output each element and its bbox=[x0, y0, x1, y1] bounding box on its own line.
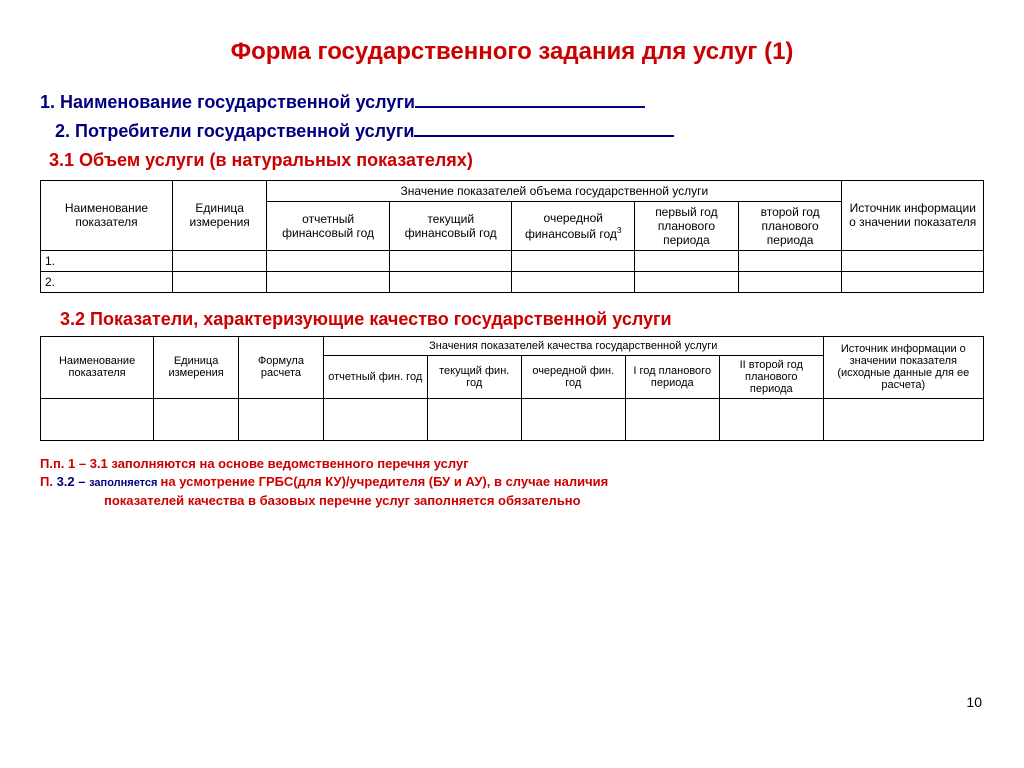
t1-h-col1: Наименование показателя bbox=[41, 180, 173, 250]
t1-h-col8: Источник информации о значении показател… bbox=[842, 180, 984, 250]
fn2-tail2: показателей качества в базовых перечне у… bbox=[104, 493, 581, 508]
t2-h-sub-0: отчетный фин. год bbox=[323, 355, 427, 398]
t1-r0-c7 bbox=[842, 250, 984, 271]
t1-r0-c4 bbox=[512, 250, 635, 271]
t2-h-col9: Источник информации о значении показател… bbox=[823, 336, 983, 398]
t1-r1-c6 bbox=[738, 271, 842, 292]
line-1-label: 1. Наименование государственной услуги bbox=[40, 92, 415, 112]
section-3-2-heading: 3.2 Показатели, характеризующие качество… bbox=[60, 309, 984, 330]
line-3-1: 3.1 Объем услуги (в натуральных показате… bbox=[40, 148, 984, 173]
t1-r1-c7 bbox=[842, 271, 984, 292]
fn2-tail1: на усмотрение ГРБС(для КУ)/учредителя (Б… bbox=[161, 474, 609, 489]
fn2-sec: 3.2 – bbox=[57, 474, 90, 489]
page-root: Форма государственного задания для услуг… bbox=[0, 0, 1024, 768]
t1-r1-c3 bbox=[389, 271, 512, 292]
t1-h-sub-3: первый год планового периода bbox=[635, 201, 739, 250]
table-volume: Наименование показателя Единица измерени… bbox=[40, 180, 984, 293]
t1-r1-c5 bbox=[635, 271, 739, 292]
t2-r0-c0 bbox=[41, 398, 154, 440]
table-quality: Наименование показателя Единица измерени… bbox=[40, 336, 984, 441]
line-1-blank bbox=[415, 92, 645, 108]
t1-h-sub-4: второй год планового периода bbox=[738, 201, 842, 250]
t1-h-sub-2: очередной финансовый год3 bbox=[512, 201, 635, 250]
t2-r0-c2 bbox=[239, 398, 324, 440]
t2-h-col2: Единица измерения bbox=[154, 336, 239, 398]
t2-h-sub-4: II второй год планового периода bbox=[719, 355, 823, 398]
page-title: Форма государственного задания для услуг… bbox=[40, 38, 984, 66]
t1-h-group: Значение показателей объема государствен… bbox=[267, 180, 842, 201]
t1-r0-c6 bbox=[738, 250, 842, 271]
t1-h-sub-1: текущий финансовый год bbox=[389, 201, 512, 250]
line-2: 2. Потребители государственной услуги bbox=[40, 119, 984, 144]
t1-r0-n: 1. bbox=[41, 250, 173, 271]
fn2-p: П. bbox=[40, 474, 57, 489]
t2-r0-c3 bbox=[323, 398, 427, 440]
t2-h-sub-1: текущий фин. год bbox=[427, 355, 521, 398]
table-row: Наименование показателя Единица измерени… bbox=[41, 180, 984, 201]
line-2-label: 2. Потребители государственной услуги bbox=[55, 121, 414, 141]
footnote-1: П.п. 1 – 3.1 заполняются на основе ведом… bbox=[40, 455, 984, 474]
t2-r0-c8 bbox=[823, 398, 983, 440]
t2-r0-c5 bbox=[521, 398, 625, 440]
t2-h-col1: Наименование показателя bbox=[41, 336, 154, 398]
fn1-rest: заполняются на основе ведомственного пер… bbox=[111, 456, 468, 471]
fn2-mid: заполняется bbox=[89, 477, 160, 489]
line-1: 1. Наименование государственной услуги bbox=[40, 90, 984, 115]
t2-r0-c4 bbox=[427, 398, 521, 440]
t1-r0-c3 bbox=[389, 250, 512, 271]
page-number: 10 bbox=[966, 694, 982, 710]
footnote-2: П. 3.2 – заполняется на усмотрение ГРБС(… bbox=[40, 473, 984, 511]
table-row: 1. bbox=[41, 250, 984, 271]
t1-h-col2: Единица измерения bbox=[173, 180, 267, 250]
t1-r0-c1 bbox=[173, 250, 267, 271]
t1-r1-c4 bbox=[512, 271, 635, 292]
t2-r0-c7 bbox=[719, 398, 823, 440]
t1-r1-c1 bbox=[173, 271, 267, 292]
t1-h-sub-0: отчетный финансовый год bbox=[267, 201, 390, 250]
t1-r0-c5 bbox=[635, 250, 739, 271]
t2-r0-c1 bbox=[154, 398, 239, 440]
t1-r1-c2 bbox=[267, 271, 390, 292]
fn1-prefix: П.п. 1 – 3.1 bbox=[40, 456, 111, 471]
table-row: Наименование показателя Единица измерени… bbox=[41, 336, 984, 355]
t2-h-col3: Формула расчета bbox=[239, 336, 324, 398]
t2-h-sub-2: очередной фин. год bbox=[521, 355, 625, 398]
line-2-blank bbox=[414, 121, 674, 137]
t1-r1-n: 2. bbox=[41, 271, 173, 292]
t2-r0-c6 bbox=[625, 398, 719, 440]
t1-r0-c2 bbox=[267, 250, 390, 271]
t2-h-sub-3: I год планового периода bbox=[625, 355, 719, 398]
table-row: 2. bbox=[41, 271, 984, 292]
line-3-1-label: 3.1 Объем услуги (в натуральных показате… bbox=[49, 150, 473, 170]
table-row bbox=[41, 398, 984, 440]
t2-h-group: Значения показателей качества государств… bbox=[323, 336, 823, 355]
